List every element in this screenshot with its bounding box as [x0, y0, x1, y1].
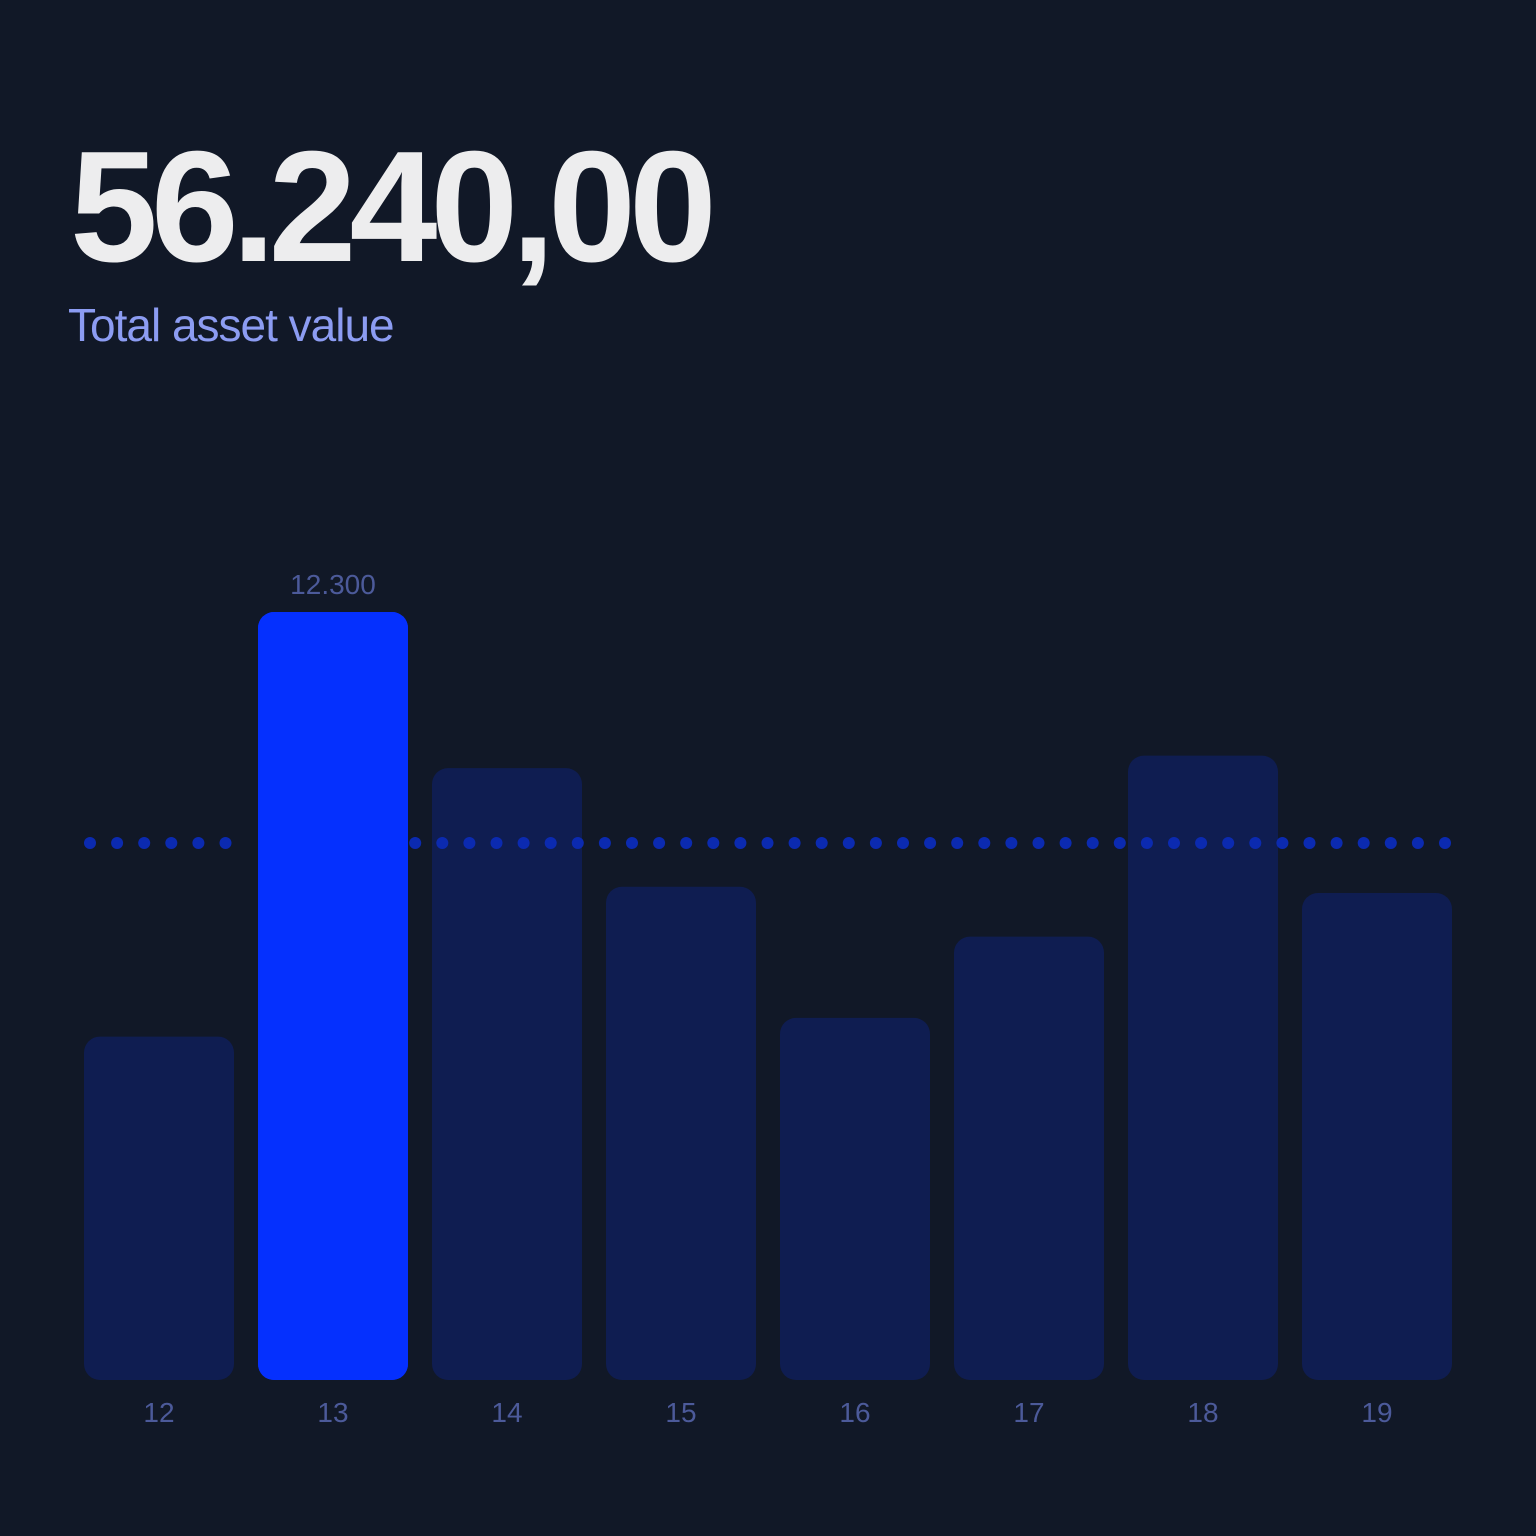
- total-value-label: Total asset value: [68, 299, 395, 351]
- x-tick-label-17: 17: [1013, 1397, 1044, 1428]
- total-value-headline: 56.240,00: [70, 119, 717, 295]
- average-line-dot: [1276, 837, 1289, 850]
- average-line-dot: [788, 837, 801, 850]
- bar-12[interactable]: [84, 1036, 234, 1380]
- average-line-dot: [1086, 837, 1099, 850]
- average-line-dot: [951, 837, 964, 850]
- average-line-dot: [653, 837, 666, 850]
- average-line-dot: [1168, 837, 1180, 850]
- average-line-dot: [571, 837, 584, 850]
- average-line-dot: [815, 837, 828, 850]
- x-tick-label-12: 12: [143, 1397, 174, 1428]
- bar-14[interactable]: [432, 768, 582, 1380]
- bar-15[interactable]: [606, 886, 756, 1380]
- average-line-dot: [165, 837, 178, 850]
- average-line-dot: [1330, 837, 1343, 850]
- average-line-dot: [111, 837, 124, 850]
- average-line-dot: [1222, 837, 1235, 850]
- average-line-group: [84, 837, 1451, 850]
- average-line-dot: [978, 837, 991, 850]
- average-line-dot: [1032, 837, 1045, 850]
- bars-group: [84, 612, 1452, 1380]
- average-line-dot: [1303, 837, 1316, 850]
- average-line-dot: [707, 837, 720, 850]
- average-line-dot: [84, 837, 96, 850]
- x-tick-label-18: 18: [1187, 1397, 1218, 1428]
- average-line-dot: [842, 837, 855, 850]
- average-line-dot: [680, 837, 693, 850]
- bar-18[interactable]: [1128, 755, 1278, 1380]
- average-line-dot: [463, 837, 476, 850]
- x-tick-label-15: 15: [665, 1397, 696, 1428]
- average-line-dot: [1249, 837, 1262, 850]
- labels-group: 12 13 14 15 16 17 18 19 12.300: [143, 569, 1392, 1428]
- average-line-dot: [1005, 837, 1018, 850]
- average-line-dot: [490, 837, 503, 850]
- average-line-dot: [897, 837, 909, 850]
- average-line-dot: [1195, 837, 1208, 850]
- average-line-dot: [1113, 837, 1126, 850]
- x-tick-label-13: 13: [317, 1397, 348, 1428]
- average-line-dot: [734, 837, 747, 850]
- average-line-dot: [138, 837, 151, 850]
- average-line-dot: [1059, 837, 1072, 850]
- average-line-dot: [192, 837, 205, 850]
- average-line-dot: [626, 837, 638, 850]
- bar-17[interactable]: [954, 936, 1104, 1380]
- average-line-dot: [1384, 837, 1397, 850]
- bar-19[interactable]: [1302, 892, 1452, 1380]
- average-line-dot: [409, 837, 422, 850]
- bar-16[interactable]: [780, 1017, 930, 1380]
- average-line-dot: [1411, 837, 1424, 850]
- highlight-value-label: 12.300: [290, 569, 376, 600]
- x-tick-label-19: 19: [1361, 1397, 1392, 1428]
- average-line-dot: [544, 837, 557, 850]
- average-line-dot: [436, 837, 449, 850]
- average-line-dot: [761, 837, 774, 850]
- x-tick-label-16: 16: [839, 1397, 870, 1428]
- bar-13[interactable]: [258, 612, 408, 1380]
- x-tick-label-14: 14: [491, 1397, 522, 1428]
- average-line-dot: [219, 837, 232, 850]
- average-line-dot: [517, 837, 530, 850]
- average-line-dot: [869, 837, 882, 850]
- average-line-dot: [598, 837, 611, 850]
- average-line-dot: [1439, 837, 1451, 850]
- average-line-dot: [1357, 837, 1370, 850]
- average-line-dot: [924, 837, 937, 850]
- average-line-dot: [1140, 837, 1153, 850]
